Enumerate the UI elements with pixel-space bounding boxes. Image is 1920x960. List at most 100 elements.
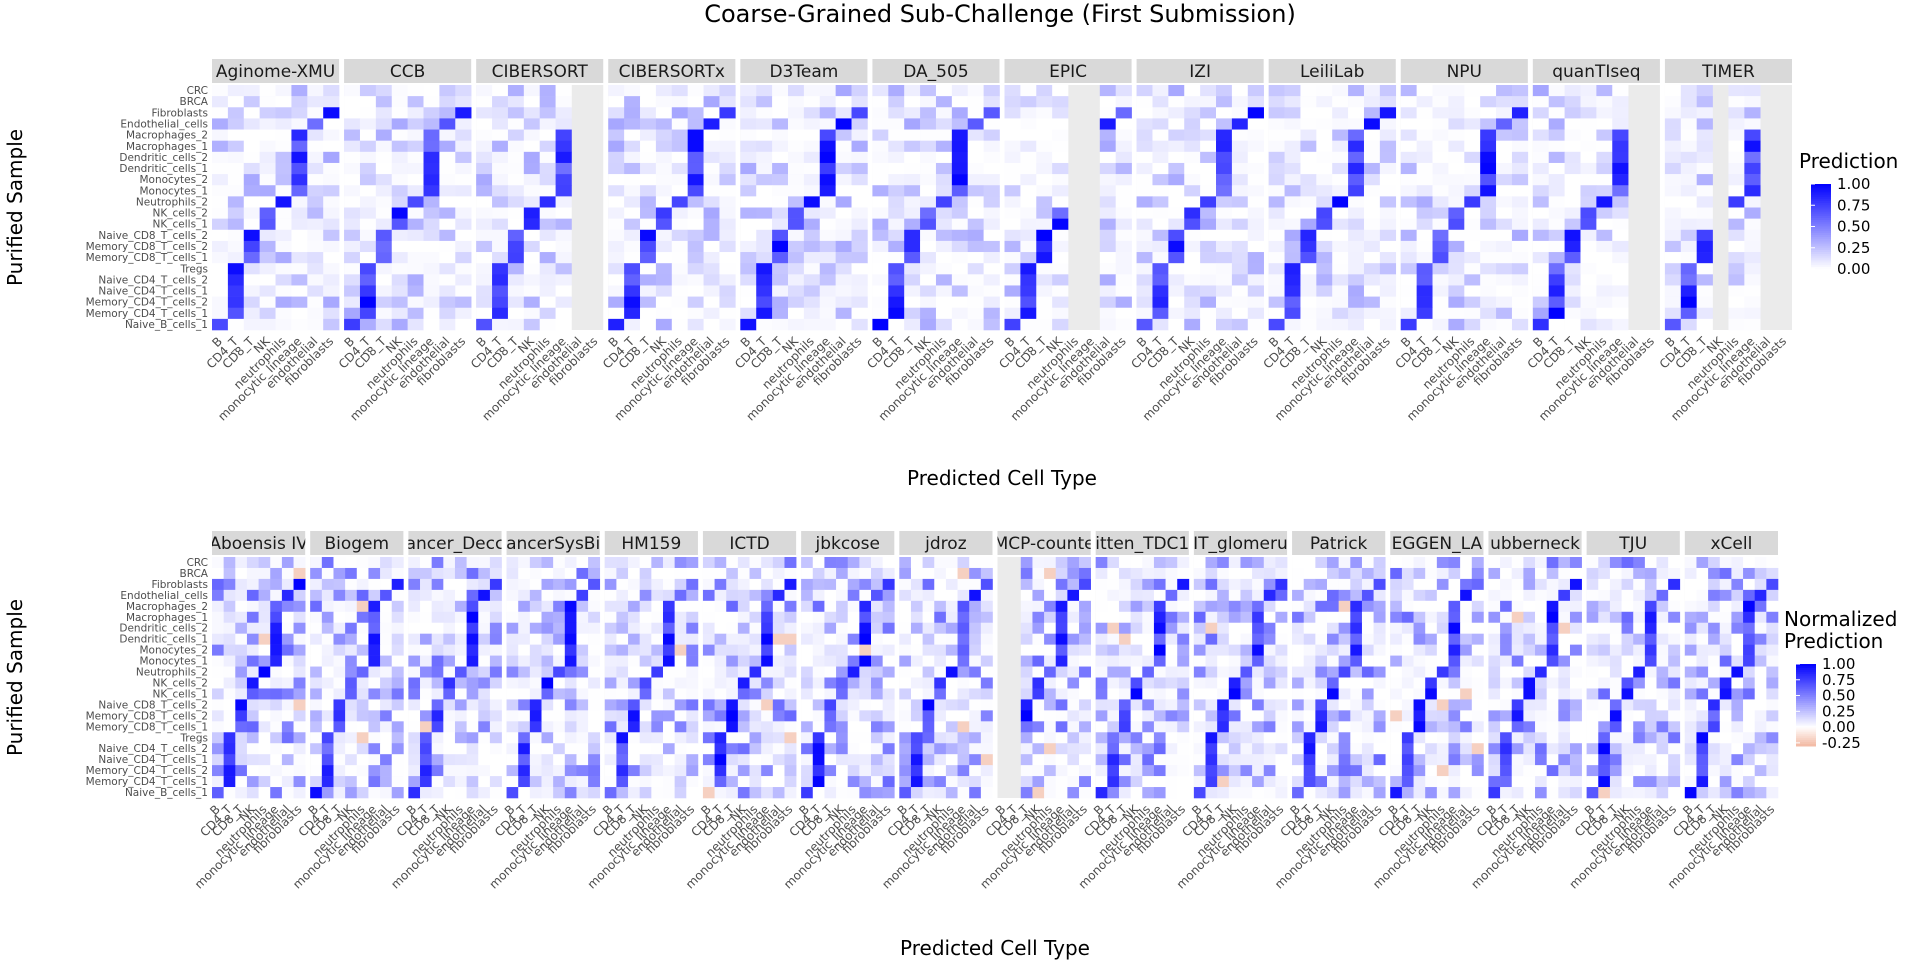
heatmap-tile [321,699,334,711]
heatmap-tile [922,600,935,613]
heatmap-tile [310,633,323,645]
heatmap-tile [391,318,408,331]
heatmap-tile [1200,151,1217,164]
heatmap-tile [1142,622,1155,634]
heatmap-tile [1152,151,1169,164]
heatmap-tile [1596,174,1613,186]
heatmap-tile [1598,567,1611,580]
heatmap-tile [1217,600,1230,613]
heatmap-tile [1569,710,1582,722]
heatmap-tile [1569,567,1582,580]
heatmap-tile [624,118,641,130]
heatmap-tile [555,318,572,331]
heatmap-tile [1216,252,1233,264]
heatmap-tile [344,185,361,197]
heatmap-tile [212,644,224,656]
heatmap-tile [408,644,421,656]
heatmap-tile [1067,765,1080,777]
heatmap-tile [1348,229,1365,242]
heatmap-tile [1020,589,1033,602]
y-tick-label: Dendritic_cells_2 [119,623,208,635]
heatmap-tile [1416,218,1433,231]
heatmap-tile [1247,96,1264,108]
heatmap-tile [227,85,245,97]
heatmap-tile [1390,611,1403,624]
heatmap-tile [1680,218,1697,231]
heatmap-tile [1327,699,1339,711]
heatmap-tile [466,578,479,591]
heatmap-tile [1032,567,1045,580]
heatmap-tile [1165,721,1178,733]
heatmap-tile [756,185,773,197]
heatmap-tile [1744,196,1761,208]
heatmap-tile [1511,787,1524,799]
heatmap-tile [1020,754,1033,766]
heatmap-tile [1268,140,1285,153]
heatmap-tile [258,776,271,788]
facet-strip-label: EGGEN_LA [1392,534,1483,554]
heatmap-tile [344,196,361,208]
heatmap-tile [1548,140,1565,153]
heatmap-tile [407,162,424,175]
heatmap-tile [539,96,556,108]
heatmap-tile [466,677,479,689]
heatmap-tile [1350,699,1363,711]
heatmap-tile [489,688,502,700]
heatmap-tile [639,787,652,799]
heatmap-tile [478,732,491,744]
heatmap-tile [259,151,276,164]
heatmap-tile [1656,699,1669,711]
heatmap-tile [321,732,334,744]
heatmap-tile [1200,285,1217,297]
heatmap-tile [1136,162,1153,175]
heatmap-tile [1379,240,1397,253]
legend-gradient-step [1811,218,1831,221]
heatmap-tile [321,754,334,766]
heatmap-tile [1633,557,1646,569]
heatmap-tile [1598,589,1611,602]
heatmap-tile [872,207,889,219]
heatmap-tile [737,721,750,733]
facet-panel: itten_TDC1BCD4_TCD8_TNKneutrophilsmonocy… [1076,531,1190,892]
heatmap-tile [1511,252,1529,264]
heatmap-tile [761,743,774,755]
heatmap-tile [1511,611,1524,624]
heatmap-tile [847,710,860,722]
heatmap-tile [1165,578,1178,591]
heatmap-tile [899,655,912,667]
heatmap-tile [507,140,525,153]
heatmap-tile [803,118,821,130]
heatmap-tile [270,699,283,711]
heatmap-tile [368,765,381,777]
heatmap-tile [478,754,491,766]
facet-panel: quanTIseqBCD4_TCD8_TNKneutrophilsmonocyt… [1525,59,1660,424]
heatmap-tile [651,655,664,667]
heatmap-tile [934,611,947,624]
heatmap-tile [651,557,664,569]
heatmap-tile [616,622,629,634]
heatmap-tile [801,787,814,799]
heatmap-tile [281,633,294,645]
heatmap-tile [608,318,625,331]
facet-strip-label: Aginome-XMU [216,62,335,82]
heatmap-tile [1099,285,1116,297]
heatmap-tile [281,578,294,591]
heatmap-tile [1095,633,1108,645]
heatmap-tile [275,318,292,331]
heatmap-tile [935,263,953,275]
heatmap-tile [888,207,905,219]
heatmap-tile [1480,129,1497,141]
heatmap-tile [539,218,556,231]
heatmap-tile [1152,118,1169,130]
heatmap-tile [588,776,601,788]
heatmap-tile [1558,699,1571,711]
heatmap-tile [1231,129,1249,141]
heatmap-tile [476,151,493,164]
heatmap-tile [489,754,502,766]
heatmap-tile [259,129,276,141]
heatmap-tile [1621,557,1634,569]
heatmap-tile [564,633,577,645]
heatmap-tile [1184,196,1201,208]
heatmap-tile [1598,655,1611,667]
